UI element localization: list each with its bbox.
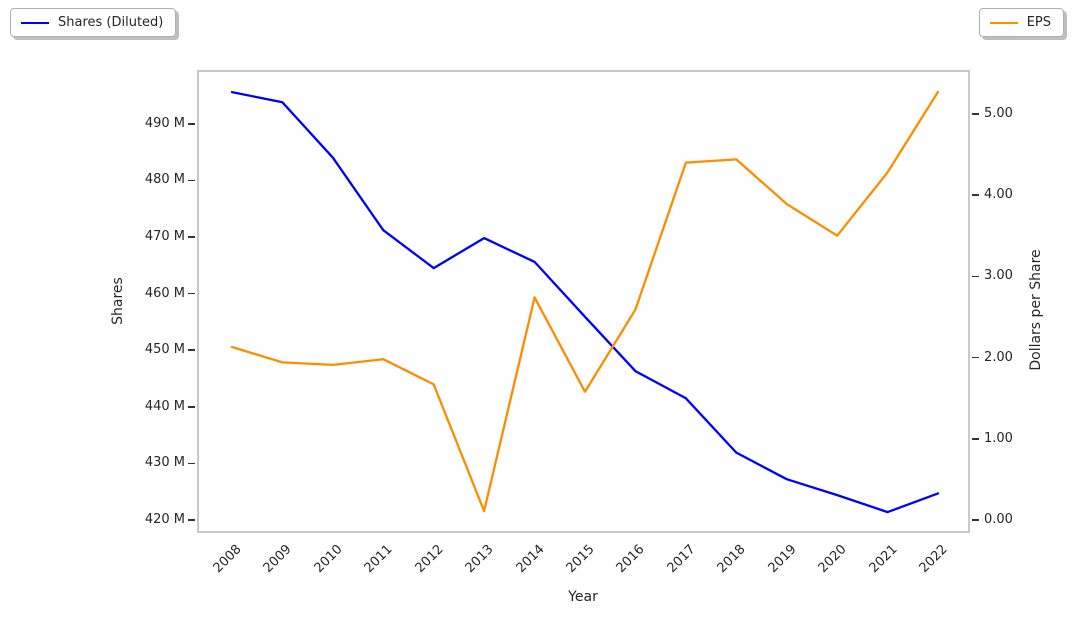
right-tick-label: 4.00	[984, 187, 1013, 203]
right-tick-mark	[972, 437, 979, 440]
left-tick-mark	[188, 519, 195, 521]
x-axis-title: Year	[568, 589, 598, 605]
plot-area	[197, 70, 970, 533]
left-tick-label: 450 M	[144, 342, 185, 358]
left-tick-mark	[188, 405, 195, 408]
right-tick-mark	[972, 356, 979, 359]
right-tick-mark	[972, 194, 979, 196]
left-tick-mark	[188, 179, 195, 182]
legend-eps-label: EPS	[1026, 15, 1051, 30]
left-tick-label: 470 M	[144, 228, 185, 244]
left-tick-label: 420 M	[144, 511, 185, 527]
left-tick-label: 460 M	[144, 285, 185, 301]
right-tick-mark	[972, 275, 979, 278]
left-tick-label: 480 M	[144, 172, 185, 188]
left-tick-mark	[188, 349, 195, 351]
left-tick-label: 490 M	[144, 115, 185, 131]
left-axis-title: Shares	[110, 277, 126, 325]
right-tick-label: 1.00	[984, 430, 1013, 446]
right-tick-label: 5.00	[984, 105, 1013, 121]
right-tick-mark	[972, 519, 979, 521]
left-tick-mark	[188, 122, 195, 125]
left-tick-mark	[188, 462, 195, 465]
right-tick-label: 2.00	[984, 349, 1013, 365]
shares-line-sample-icon	[21, 21, 49, 24]
right-tick-mark	[972, 113, 979, 115]
left-tick-label: 440 M	[144, 398, 185, 414]
left-tick-label: 430 M	[144, 455, 185, 471]
right-axis-title: Dollars per Share	[1028, 249, 1044, 371]
legend-eps: EPS	[978, 8, 1064, 37]
legend-shares-diluted: Shares (Diluted)	[10, 8, 177, 37]
left-tick-mark	[188, 292, 195, 295]
eps-line-sample-icon	[989, 21, 1018, 24]
right-tick-label: 3.00	[984, 268, 1013, 284]
left-tick-mark	[188, 236, 195, 238]
legend-shares-label: Shares (Diluted)	[58, 15, 164, 30]
right-tick-label: 0.00	[984, 512, 1013, 527]
